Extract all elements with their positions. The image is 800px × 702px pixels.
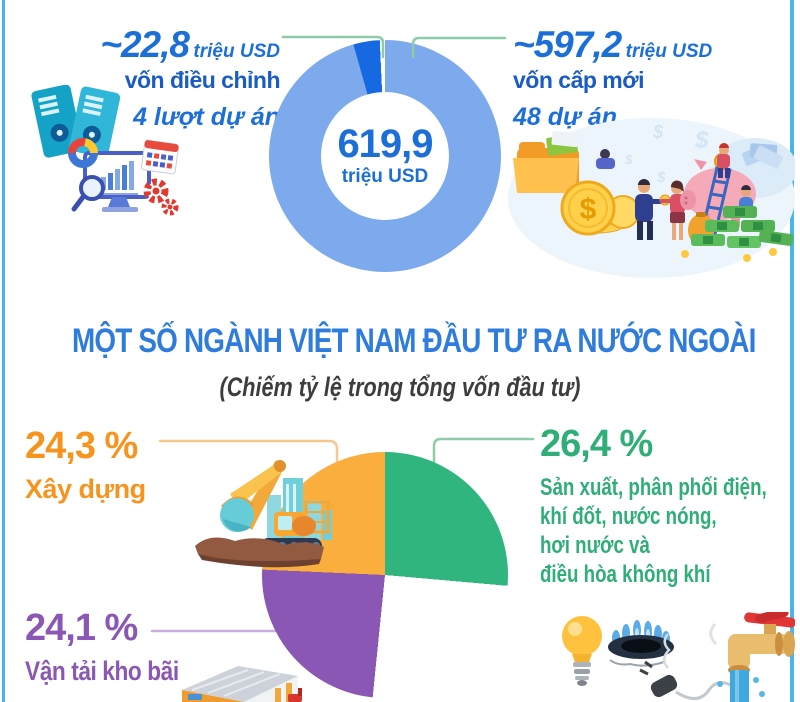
energy-percent: 26,4 %: [540, 423, 653, 465]
investment-illustration: $ $ $ $ $: [513, 122, 795, 262]
energy-label: 26,4 % Sản xuất, phân phối điện, khí đốt…: [540, 423, 800, 589]
faucet-icon: [709, 612, 795, 702]
adjusted-capital-unit: triệu USD: [193, 41, 280, 62]
forklift-shape: [288, 688, 302, 702]
new-capital-unit: triệu USD: [625, 41, 713, 62]
new-capital-name: vốn cấp mới: [513, 66, 645, 93]
dollar-sign-icon: $ $ $ $: [624, 122, 709, 186]
energy-name: Sản xuất, phân phối điện, khí đốt, nước …: [540, 474, 767, 589]
pie-icon: [68, 138, 98, 168]
calendar-icon: [140, 139, 180, 175]
donut-center-value: 619,9: [337, 122, 433, 166]
left-border-line: [2, 0, 5, 702]
person-businessman: [635, 179, 670, 240]
plug-icon: [639, 633, 736, 700]
magnifier-icon: [71, 175, 105, 212]
warehouse-illustration: [182, 666, 302, 702]
data-analysis-illustration: [31, 85, 180, 216]
cash-stack-icon: [681, 206, 794, 262]
coins-icon: $: [560, 180, 640, 236]
svg-text:$: $: [624, 152, 633, 167]
new-capital-value: ~597,2: [513, 24, 622, 65]
transport-label: 24,1 % Vận tải kho bãi: [25, 607, 208, 687]
right-border-line: [790, 0, 794, 702]
donut-center-unit: triệu USD: [341, 166, 429, 187]
adjusted-capital-projects: 4 lượt dự án: [133, 102, 280, 131]
sign-shape: [188, 694, 202, 700]
construction-name: Xây dựng: [25, 474, 146, 505]
adjusted-capital-label: ~22,8 triệu USD vốn điều chỉnh 4 lượt dự…: [0, 24, 281, 131]
section-title: MỘT SỐ NGÀNH VIỆT NAM ĐẦU TƯ RA NƯỚC NGO…: [72, 322, 756, 360]
sitting-person: [596, 149, 615, 169]
climbing-person: [717, 143, 730, 178]
utilities-illustration: [562, 612, 795, 702]
person-woman: [660, 180, 685, 240]
transport-percent: 24,1 %: [25, 607, 138, 649]
svg-text:$: $: [580, 193, 597, 226]
construction-percent: 24,3 %: [25, 425, 138, 467]
donut-center-label: 619,9 triệu USD: [321, 92, 449, 220]
svg-text:$: $: [694, 127, 709, 154]
folder-icon: [513, 130, 579, 193]
svg-text:$: $: [656, 169, 666, 186]
new-capital-value-line: ~597,2 triệu USD: [513, 24, 798, 65]
roof-shape: [182, 666, 298, 702]
excavator-illustration: [195, 460, 332, 568]
ground-shadow: [198, 554, 321, 568]
gas-burner-icon: [608, 620, 674, 667]
transport-name: Vận tải kho bãi: [25, 656, 179, 687]
banknote-fan-icon: [741, 143, 783, 169]
svg-text:$: $: [652, 122, 664, 142]
section-subtitle: (Chiếm tỷ lệ trong tổng vốn đầu tư): [219, 372, 581, 402]
light-bulb-icon: [562, 616, 602, 686]
monitor-chart-icon: [83, 151, 151, 212]
binder-icon: [31, 85, 83, 158]
ground-shape: [195, 537, 324, 565]
adjusted-capital-value: ~22,8: [100, 24, 190, 65]
construction-label: 24,3 % Xây dựng: [25, 425, 146, 505]
adjusted-capital-value-line: ~22,8 triệu USD: [0, 24, 280, 65]
adjusted-capital-name: vốn điều chỉnh: [124, 66, 281, 93]
gear-icon: [143, 178, 179, 216]
front-wall: [244, 676, 298, 702]
